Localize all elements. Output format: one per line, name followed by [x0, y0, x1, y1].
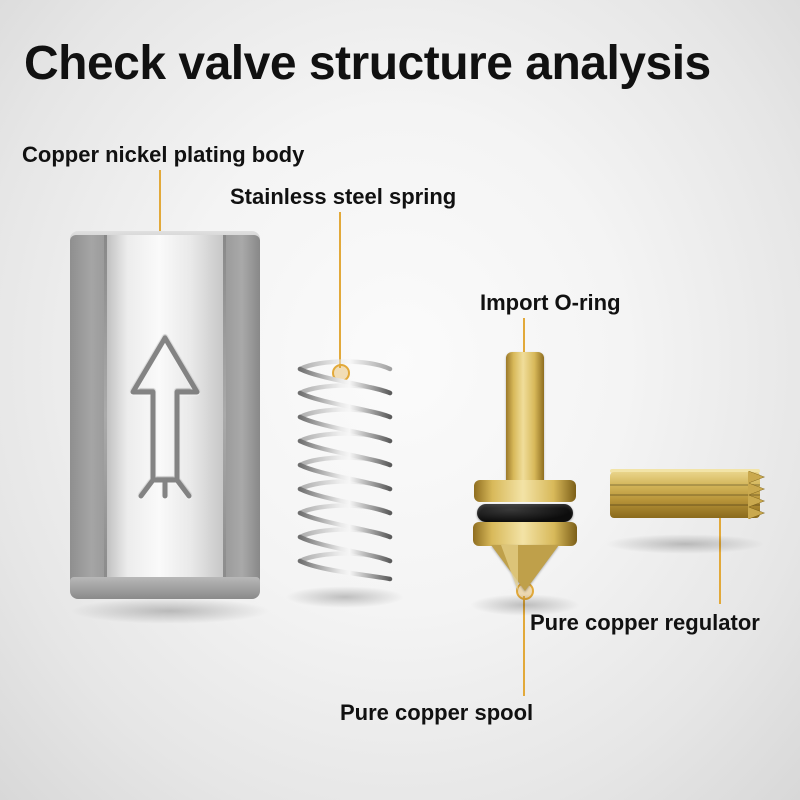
- page-title: Check valve structure analysis: [24, 36, 776, 91]
- shadow-body: [70, 598, 270, 624]
- label-regulator: Pure copper regulator: [530, 610, 760, 636]
- shadow-regulator: [605, 534, 765, 554]
- label-body: Copper nickel plating body: [22, 142, 304, 168]
- part-valve-body: [70, 235, 260, 595]
- leader-spring: [339, 212, 341, 368]
- shadow-spring: [285, 586, 405, 608]
- part-spool: [470, 352, 580, 592]
- flow-arrow-icon: [125, 330, 205, 500]
- part-oring: [477, 504, 573, 522]
- label-spool: Pure copper spool: [340, 700, 533, 726]
- label-spring: Stainless steel spring: [230, 184, 456, 210]
- part-spring: [290, 355, 400, 585]
- part-regulator: [610, 460, 760, 530]
- label-oring: Import O-ring: [480, 290, 621, 316]
- leader-spool-v: [523, 596, 525, 696]
